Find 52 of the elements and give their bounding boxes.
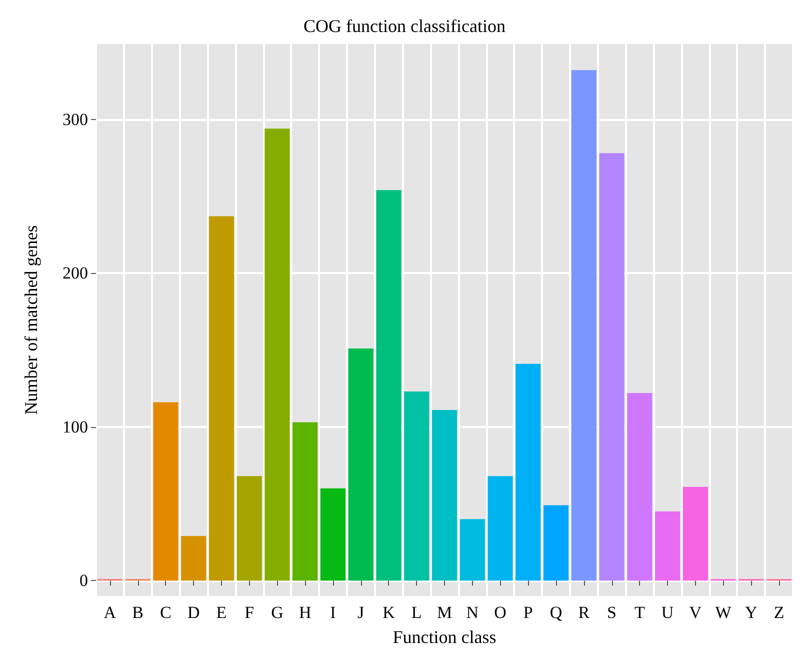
y-tick-label: 0 xyxy=(80,571,88,590)
bar xyxy=(682,486,708,581)
bar xyxy=(404,392,430,581)
x-tick-label: C xyxy=(160,603,172,622)
x-tick-label: I xyxy=(330,603,336,622)
x-tick-label: K xyxy=(382,603,396,622)
bar xyxy=(460,519,485,581)
bar xyxy=(236,476,262,581)
bar xyxy=(543,505,569,581)
y-tick-label: 100 xyxy=(62,417,88,436)
x-tick-label: M xyxy=(436,603,452,622)
x-tick-label: A xyxy=(104,603,117,622)
x-tick-label: F xyxy=(244,603,254,622)
x-tick-label: Y xyxy=(745,603,758,622)
bar xyxy=(181,536,206,581)
y-tick-label: 300 xyxy=(62,110,88,129)
bar xyxy=(488,476,513,581)
x-tick-label: W xyxy=(715,603,732,622)
bar xyxy=(654,511,680,581)
y-tick-label: 200 xyxy=(62,264,88,283)
bar xyxy=(292,422,318,581)
x-tick-label: L xyxy=(411,603,422,622)
bar xyxy=(264,128,290,581)
x-tick-label: O xyxy=(494,603,506,622)
x-tick-label: P xyxy=(523,603,533,622)
bar xyxy=(376,190,402,581)
bar xyxy=(599,153,624,581)
x-tick-label: J xyxy=(358,603,365,622)
bar xyxy=(320,488,346,581)
x-tick-label: R xyxy=(578,603,590,622)
bar xyxy=(627,393,652,581)
bar xyxy=(571,70,596,581)
bar xyxy=(516,364,541,581)
x-tick-label: G xyxy=(271,603,284,622)
x-tick-label: D xyxy=(187,603,200,622)
x-tick-label: U xyxy=(661,603,674,622)
y-axis-title: Number of matched genes xyxy=(21,225,41,415)
x-tick-label: T xyxy=(634,603,646,622)
x-axis-title: Function class xyxy=(392,627,496,647)
bar xyxy=(153,402,178,581)
bar xyxy=(208,216,234,581)
x-tick-label: S xyxy=(607,603,617,622)
x-tick-label: N xyxy=(466,603,479,622)
x-tick-label: V xyxy=(689,603,702,622)
x-tick-label: E xyxy=(216,603,227,622)
x-tick-label: H xyxy=(298,603,312,622)
bar xyxy=(348,348,374,581)
x-tick-label: Z xyxy=(774,603,784,622)
chart-title: COG function classification xyxy=(304,16,506,36)
bar xyxy=(432,410,458,581)
x-tick-label: B xyxy=(132,603,144,622)
x-tick-label: Q xyxy=(550,603,562,622)
